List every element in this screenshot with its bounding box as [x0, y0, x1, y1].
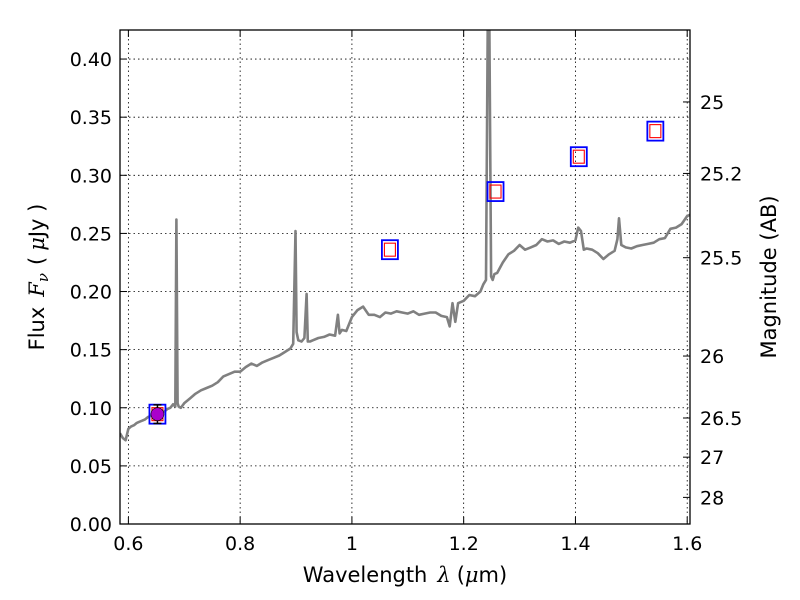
y2-tick-label: 28: [700, 487, 724, 509]
x-tick-label: 1.6: [672, 533, 702, 555]
spectrum-line: [120, 30, 690, 442]
x-tick-label: 0.8: [225, 533, 255, 555]
model-photometry-point: [649, 124, 662, 139]
y-tick-label: 0.40: [70, 49, 112, 71]
plot-area-background: [120, 30, 690, 524]
y2-axis-label: Magnitude (AB): [757, 195, 781, 358]
plot-frame: [119, 29, 691, 525]
y-tick-label: 0.00: [70, 514, 112, 536]
x-axis-label: Wavelength λ (μm): [303, 563, 507, 587]
photometry-box: [569, 146, 588, 168]
y2-tick-label: 27: [700, 447, 724, 469]
data-layer: [120, 30, 690, 442]
y-tick-label: 0.35: [70, 107, 112, 129]
y2-tick-label: 25.2: [700, 163, 742, 185]
y-tick-label: 0.30: [70, 165, 112, 187]
ticks: 0.6 0.8 1 1.2 1.4 1.6 0.00 0.05 0.10 0.15 0.20 0.25…: [70, 30, 742, 555]
y2-tick-label: 26.5: [700, 408, 742, 430]
y2-tick-label: 25: [700, 92, 724, 114]
y-tick-label: 0.20: [70, 282, 112, 304]
y-tick-label: 0.10: [70, 398, 112, 420]
model-photometry-point: [489, 184, 502, 199]
x-tick-label: 1: [346, 533, 358, 555]
model-photometry-point: [383, 242, 396, 257]
photometry-box: [381, 239, 399, 261]
x-tick-label: 1.4: [560, 533, 590, 555]
y-tick-label: 0.25: [70, 223, 112, 245]
photometry-box: [646, 120, 665, 142]
y-tick-label: 0.05: [70, 456, 112, 478]
y-tick-label: 0.15: [70, 340, 112, 362]
x-tick-label: 1.2: [449, 533, 479, 555]
photometry-box: [486, 181, 505, 202]
model-photometry-point: [572, 149, 585, 164]
x-tick-label: 0.6: [113, 533, 143, 555]
y2-tick-label: 25.5: [700, 248, 742, 270]
y2-tick-label: 26: [700, 346, 724, 368]
measured-photometry-point: [150, 407, 165, 421]
y-axis-label: FluxFν(μJy ): [25, 204, 52, 351]
